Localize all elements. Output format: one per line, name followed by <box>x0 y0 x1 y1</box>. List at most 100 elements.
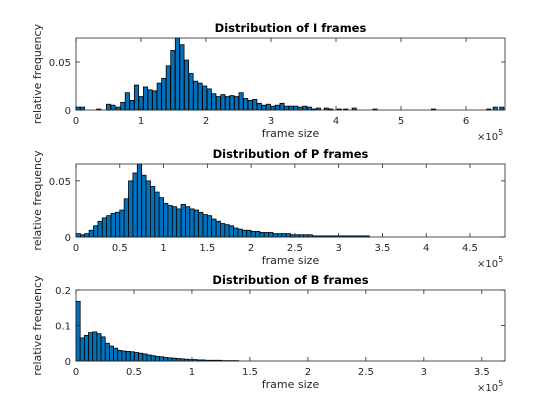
exponent-power: 5 <box>498 128 503 137</box>
histogram-bar <box>220 224 224 237</box>
histogram-bar <box>159 198 163 237</box>
histogram-bar <box>194 210 198 237</box>
x-tick-label: 2 <box>248 243 254 254</box>
histogram-bar <box>142 175 146 237</box>
histogram-bar <box>239 93 243 110</box>
histogram-bar <box>111 105 115 110</box>
histogram-bar <box>230 96 234 110</box>
histogram-bar <box>139 353 143 361</box>
histogram-bar <box>189 74 193 110</box>
histogram-bar <box>180 45 184 110</box>
histogram-bar <box>147 355 151 361</box>
histogram-bar <box>229 226 233 237</box>
histogram-bar <box>133 173 137 237</box>
x-axis-label: frame size <box>262 254 320 267</box>
histogram-bar <box>148 90 152 110</box>
y-axis-label: relative frequency <box>31 150 44 251</box>
histogram-bar <box>294 106 298 110</box>
x-tick-label: 3 <box>421 367 427 378</box>
histogram-bar <box>134 85 138 110</box>
histogram-bar <box>234 228 238 237</box>
histogram-bar <box>207 216 211 237</box>
histogram-bar <box>238 229 242 237</box>
histogram-bar <box>203 215 207 237</box>
histogram-bar <box>216 97 220 110</box>
times-sign: × <box>477 132 485 143</box>
histogram-bar <box>198 83 202 110</box>
histogram-bar <box>493 107 497 110</box>
histogram-bar <box>166 66 170 110</box>
histogram-bar <box>190 209 194 237</box>
histogram-bar <box>155 356 159 361</box>
times-sign: × <box>477 259 485 270</box>
histogram-bar <box>303 106 307 110</box>
histogram-bar <box>255 231 259 237</box>
x-tick-label: 1 <box>160 243 166 254</box>
histogram-bar <box>85 234 89 237</box>
x-tick-label: 1.5 <box>242 367 258 378</box>
x-tick-label: 3 <box>335 243 341 254</box>
histogram-bar <box>260 233 264 237</box>
y-axis-label: relative frequency <box>31 275 44 376</box>
histogram-bar <box>251 231 255 237</box>
histogram-bar <box>307 107 311 110</box>
histogram-bar <box>264 233 268 237</box>
histogram-bar <box>286 234 290 237</box>
x-tick-label: 2.5 <box>358 367 374 378</box>
histogram-bar <box>130 100 134 110</box>
chart-title: Distribution of I frames <box>215 21 367 35</box>
histogram-bar <box>207 89 211 110</box>
histogram-bar <box>106 104 110 110</box>
x-tick-label: 0.5 <box>112 243 128 254</box>
histogram-bar <box>185 207 189 237</box>
x-tick-label: 2 <box>203 116 209 127</box>
y-tick-label: 0.05 <box>49 58 71 69</box>
exponent-power: 5 <box>498 379 503 388</box>
histogram-bar <box>84 335 88 361</box>
histogram-bar <box>262 105 266 110</box>
y-tick-label: 0.2 <box>55 286 71 297</box>
histogram-bar <box>159 357 163 361</box>
histogram-bar <box>101 337 105 361</box>
histogram-bar <box>109 346 113 361</box>
histogram-bar <box>234 97 238 110</box>
histogram-bar <box>177 209 181 237</box>
histogram-bar <box>129 181 133 237</box>
histogram-bar <box>114 348 118 361</box>
histogram-bar <box>143 354 147 361</box>
x-tick-label: 0 <box>73 243 79 254</box>
x-tick-label: 1.5 <box>199 243 215 254</box>
histogram-bar <box>118 350 122 361</box>
histogram-bar <box>105 343 109 361</box>
histogram-bar <box>134 352 138 361</box>
histogram-bar <box>181 204 185 237</box>
y-tick-label: 0 <box>65 357 71 368</box>
histogram-bar <box>97 334 101 361</box>
x-tick-label: 0 <box>73 116 79 127</box>
histogram-bar <box>225 225 229 237</box>
histogram-bar <box>275 105 279 110</box>
histogram-bar <box>216 221 220 237</box>
x-tick-label: 2.5 <box>287 243 303 254</box>
histogram-bar <box>116 107 120 110</box>
histogram-bar <box>125 93 129 110</box>
histogram-bar <box>111 213 115 237</box>
x-axis-label: frame size <box>262 127 320 140</box>
x-tick-label: 3.5 <box>474 367 490 378</box>
histogram-bar <box>298 107 302 110</box>
histogram-bar <box>146 181 150 237</box>
histogram-bar <box>93 332 97 361</box>
histogram-bar <box>107 216 111 237</box>
histogram-bar <box>94 226 98 237</box>
histogram-bar <box>193 81 197 110</box>
chart-title: Distribution of P frames <box>213 147 369 161</box>
histogram-bar <box>76 107 80 110</box>
x-tick-label: 4.5 <box>462 243 478 254</box>
x-tick-label: 2 <box>305 367 311 378</box>
histogram-bar <box>199 212 203 237</box>
y-tick-label: 0.05 <box>49 177 71 188</box>
x-tick-label: 6 <box>463 116 469 127</box>
x-tick-label: 0 <box>73 367 79 378</box>
histogram-bar <box>162 78 166 110</box>
